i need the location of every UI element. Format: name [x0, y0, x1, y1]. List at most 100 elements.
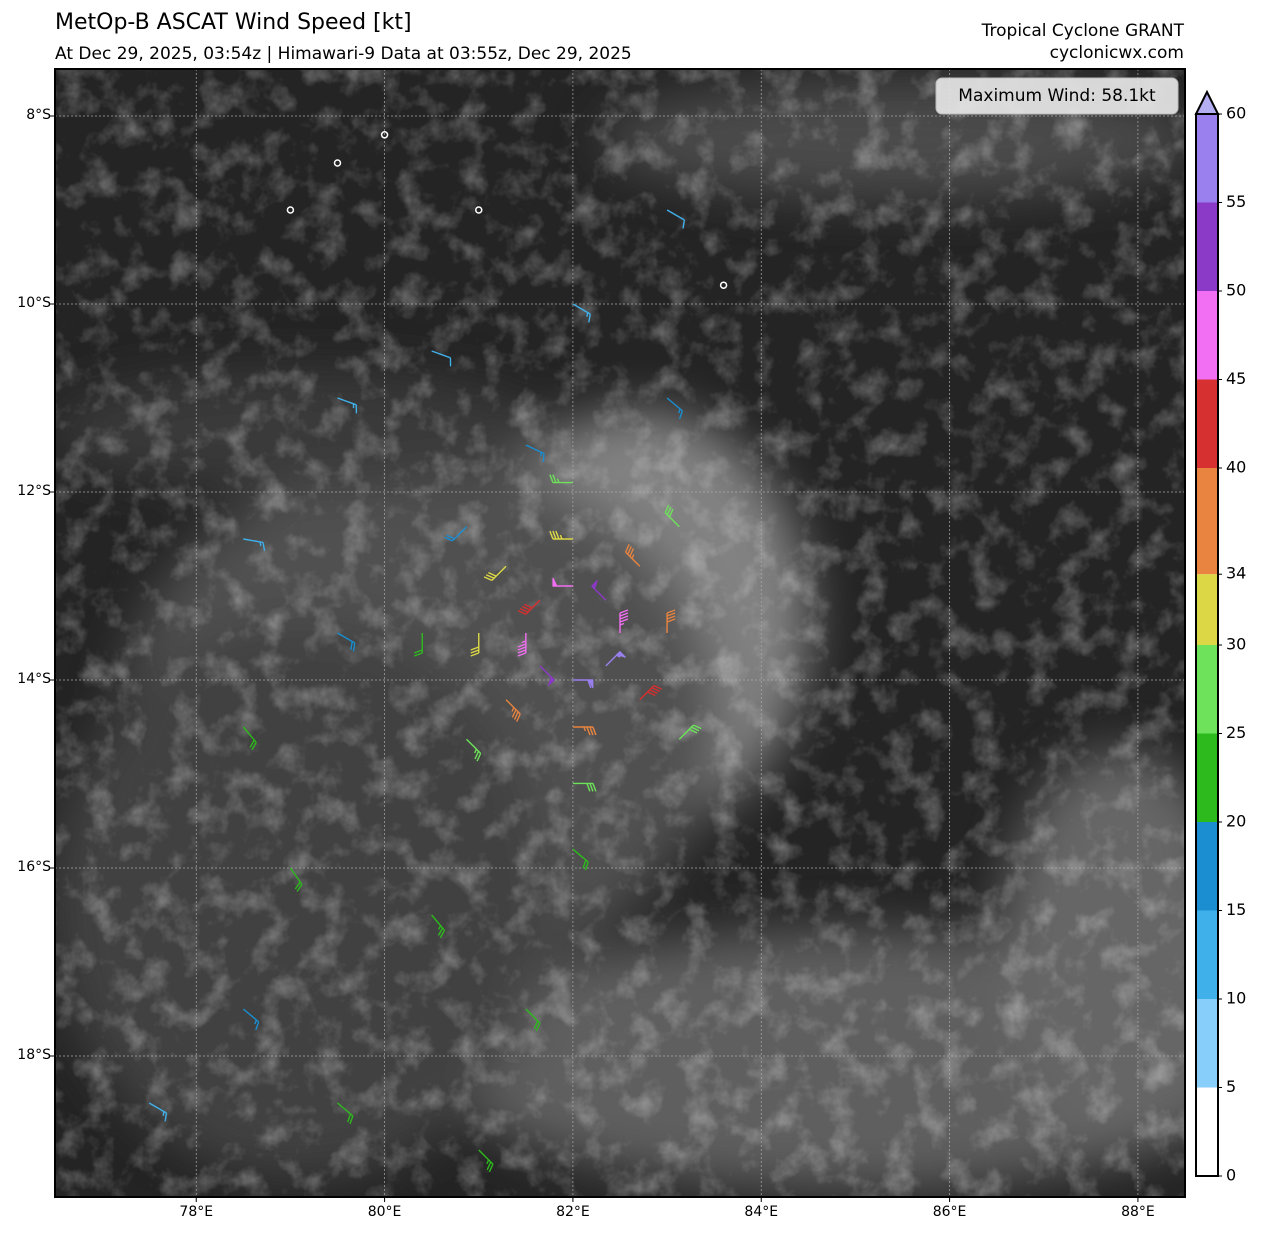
wind-barb — [552, 577, 573, 587]
barb-flag — [616, 651, 627, 658]
x-tick-label: 78°E — [179, 1204, 213, 1220]
colorbar-segment — [1196, 574, 1218, 645]
wind-barb — [478, 1149, 494, 1173]
wind-barb — [639, 684, 662, 701]
wind-barb — [466, 738, 482, 762]
barb-shaft — [243, 538, 266, 552]
wind-barb — [572, 848, 589, 871]
barb-shaft — [517, 599, 541, 615]
max-wind-label: Maximum Wind: 58.1kt — [958, 86, 1156, 106]
y-tick-label: 18°S — [17, 1047, 51, 1063]
wind-barb — [666, 397, 684, 420]
grid — [55, 69, 1185, 1197]
colorbar-segment — [1196, 468, 1218, 575]
wind-barb — [525, 444, 545, 463]
barb-shaft — [517, 633, 527, 657]
barb-shaft — [337, 397, 358, 414]
wind-barb — [591, 579, 607, 601]
colorbar-tick-label: 50 — [1226, 281, 1246, 300]
colorbar-tick-label: 25 — [1226, 723, 1246, 742]
colorbar-extend — [1194, 89, 1220, 115]
barb-shaft — [289, 867, 303, 892]
barb-shaft — [664, 504, 680, 528]
x-tick-label: 88°E — [1121, 1204, 1155, 1220]
barb-shaft — [242, 726, 257, 751]
wind-barb — [414, 633, 423, 657]
barb-shaft — [639, 684, 662, 701]
barb-shaft — [505, 699, 521, 722]
barb-shaft — [549, 530, 573, 540]
colorbar-tick-label: 40 — [1226, 458, 1246, 477]
wind-barb — [148, 1102, 168, 1122]
barb-shaft — [242, 1008, 260, 1031]
wind-barb — [666, 209, 686, 229]
calm-marker — [380, 131, 389, 139]
calm-marker — [333, 159, 342, 167]
barb-shaft — [148, 1102, 168, 1122]
x-tick-label: 86°E — [933, 1204, 967, 1220]
wind-barb — [505, 699, 521, 722]
colorbar-segment — [1196, 114, 1218, 203]
wind-barb — [289, 867, 303, 892]
wind-barb — [431, 914, 446, 939]
wind-barb — [572, 303, 591, 323]
colorbar-segment — [1196, 379, 1218, 468]
barb-shaft — [572, 303, 591, 323]
colorbar-tick-label: 20 — [1226, 812, 1246, 831]
y-tick-label: 10°S — [17, 295, 51, 311]
barb-shaft — [466, 738, 482, 762]
calm-marker — [719, 281, 728, 289]
barb-shaft — [431, 350, 452, 367]
storm-label: Tropical Cyclone GRANT — [981, 21, 1185, 41]
x-tick-label: 80°E — [368, 1204, 402, 1220]
barb-shaft — [549, 474, 573, 484]
barb-flag — [588, 679, 594, 689]
colorbar-tick-label: 34 — [1226, 564, 1246, 583]
barb-shaft — [337, 1102, 354, 1125]
barb-shaft — [666, 209, 686, 229]
wind-barb — [572, 679, 594, 689]
colorbar-segment — [1196, 291, 1218, 380]
wind-barb — [572, 726, 597, 736]
title: MetOp-B ASCAT Wind Speed [kt] — [55, 10, 412, 35]
x-tick-label: 82°E — [556, 1204, 590, 1220]
colorbar-segment — [1196, 645, 1218, 734]
wind-barb — [470, 633, 480, 657]
barb-shaft — [444, 526, 468, 542]
colorbar-tick-label: 30 — [1226, 635, 1246, 654]
colorbar-tick-label: 0 — [1226, 1166, 1236, 1185]
barb-shaft — [572, 726, 597, 736]
wind-barb — [605, 651, 627, 667]
wind-barb — [517, 633, 527, 657]
calm-marker — [286, 206, 295, 214]
barb-shaft — [624, 544, 641, 567]
wind-barb — [517, 599, 541, 615]
wind-barb — [431, 350, 452, 367]
colorbar-segment — [1196, 999, 1218, 1088]
max-wind-box: Maximum Wind: 58.1kt — [935, 77, 1179, 115]
barb-shaft — [337, 632, 356, 652]
wind-barb — [242, 726, 257, 751]
calm-marker — [475, 206, 483, 214]
wind-barb — [337, 397, 358, 414]
barb-shaft — [678, 724, 702, 740]
barb-flag — [547, 676, 555, 687]
y-tick-label: 12°S — [17, 483, 51, 499]
colorbar-tick-label: 45 — [1226, 369, 1246, 388]
wind-barb — [444, 526, 468, 542]
x-tick-label: 84°E — [744, 1204, 778, 1220]
barb-shaft — [470, 633, 480, 657]
colorbar-tick-label: 55 — [1226, 192, 1246, 211]
wind-barb — [483, 565, 507, 582]
wind-barb — [664, 504, 680, 528]
barb-shaft — [666, 609, 676, 633]
wind-barb — [337, 1102, 354, 1125]
source-label: cyclonicwx.com — [1050, 43, 1184, 63]
wind-barb — [678, 724, 702, 740]
colorbar-segment — [1196, 1087, 1218, 1176]
barb-shaft — [483, 565, 507, 582]
wind-barb — [525, 1008, 541, 1032]
wind-barb — [549, 530, 573, 540]
barb-shaft — [525, 444, 545, 463]
